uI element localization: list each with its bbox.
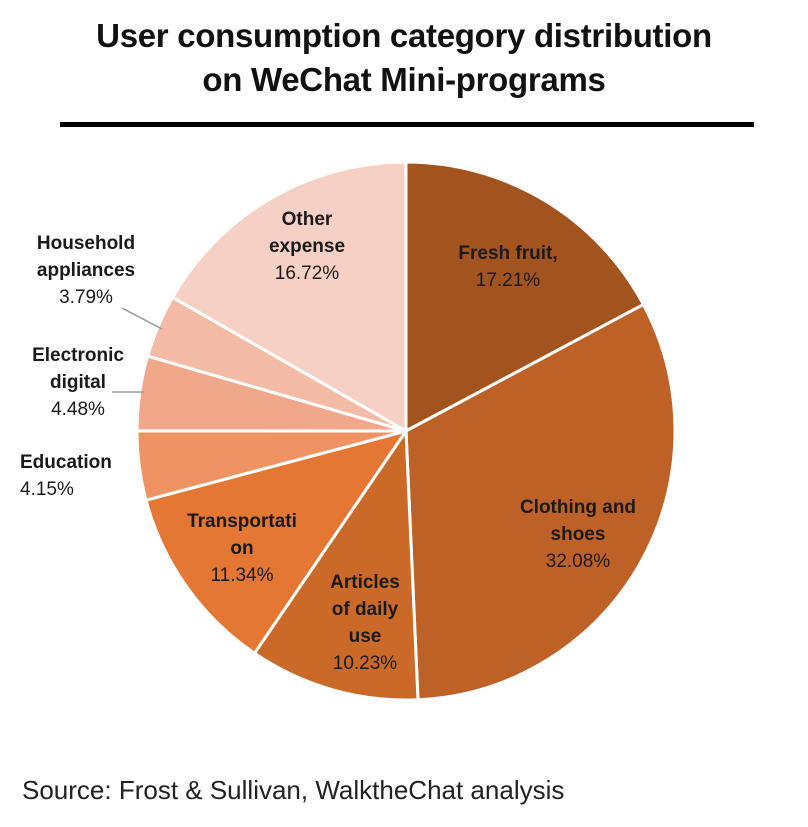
leader-line-household-appliances (121, 307, 163, 330)
pie-slice-fresh-fruit (404, 160, 645, 433)
slice-label-other-expense: Other expense 16.72% (269, 209, 345, 284)
slice-label-education: Education 4.15% (20, 452, 112, 500)
slice-labels: Fresh fruit, 17.21% Clothing and shoes 32.08… (20, 209, 636, 674)
pie-slice-clothing-and-shoes (404, 303, 677, 702)
slice-label-articles-of-daily-use: Articles of daily use 10.23% (330, 572, 400, 674)
chart-title-line-2: on WeChat Mini-programs (202, 61, 606, 98)
slice-label-fresh-fruit: Fresh fruit, 17.21% (458, 243, 557, 291)
slice-label-household-appliances: Household appliances 3.79% (37, 233, 135, 308)
pie-slice-transportation (144, 429, 408, 655)
slice-value-household-appliances: 3.79% (59, 287, 113, 308)
slice-value-education: 4.15% (20, 479, 74, 500)
slice-label-electronic-digital: Electronic digital 4.48% (32, 345, 124, 420)
chart-title: User consumption category distribution o… (0, 14, 808, 102)
slice-value-other-expense: 16.72% (275, 263, 340, 284)
source-note: Source: Frost & Sullivan, WalktheChat an… (22, 775, 565, 805)
pie-slice-articles-of-daily-use (253, 429, 420, 702)
chart-title-line-1: User consumption category distribution (96, 17, 712, 54)
slice-label-clothing-and-shoes: Clothing and shoes 32.08% (520, 497, 636, 572)
slice-label-transportation: Transportati on 11.34% (187, 511, 297, 586)
slice-value-fresh-fruit: 17.21% (476, 270, 541, 291)
pie-slice-other-expense (171, 160, 408, 433)
slice-value-electronic-digital: 4.48% (51, 399, 105, 420)
title-divider (60, 122, 754, 127)
slice-value-clothing-and-shoes: 32.08% (546, 551, 611, 572)
leader-lines (112, 307, 163, 393)
slice-value-transportation: 11.34% (210, 565, 273, 586)
slice-value-articles-of-daily-use: 10.23% (333, 653, 398, 674)
pie-slices (135, 160, 677, 702)
